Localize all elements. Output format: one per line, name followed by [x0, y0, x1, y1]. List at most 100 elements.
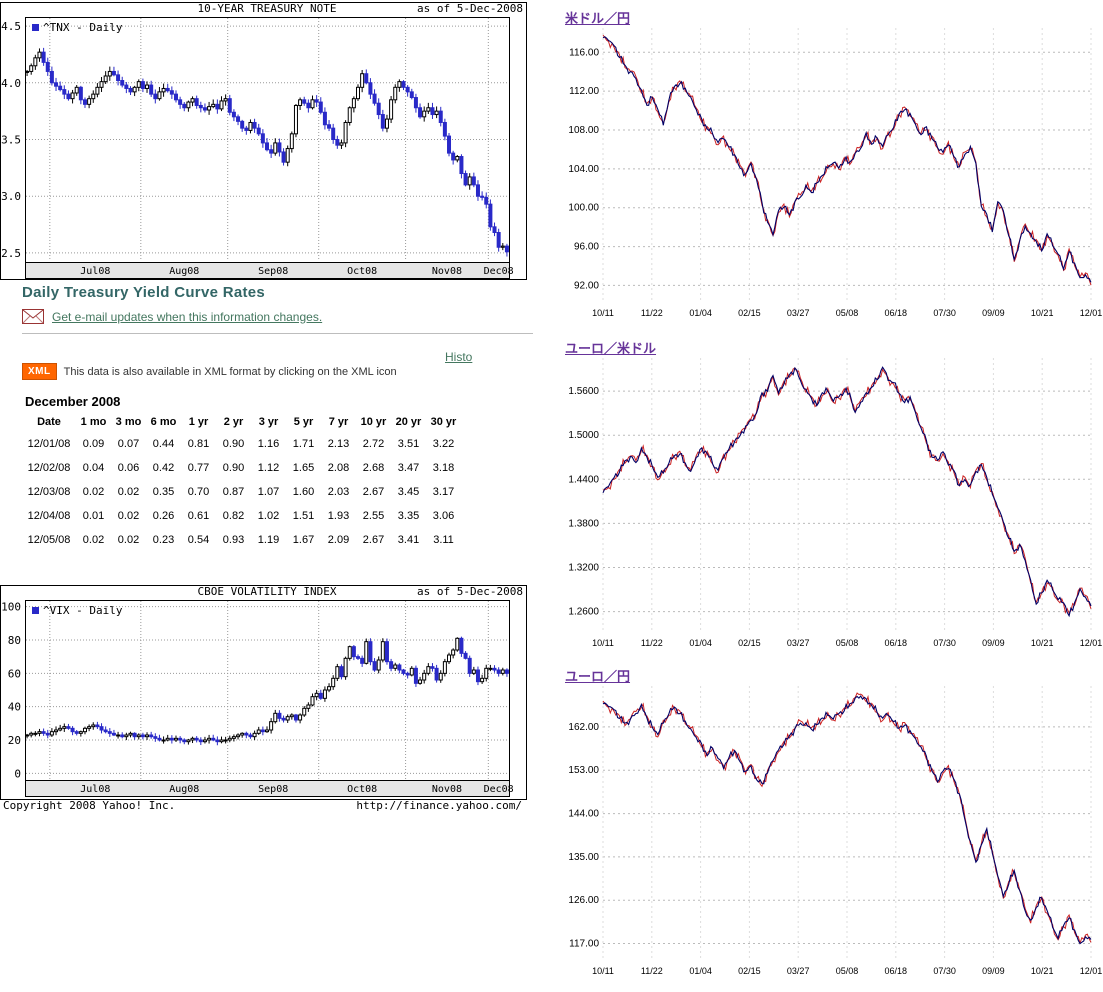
svg-text:4.5: 4.5: [1, 20, 21, 33]
yield-cell: 12/03/08: [27, 486, 71, 498]
yield-cell: 1.51: [292, 510, 315, 522]
yield-cell: 3.41: [397, 534, 420, 546]
yield-cell: 0.90: [222, 462, 245, 474]
xml-icon[interactable]: XML: [22, 363, 57, 380]
yield-cell: 2.55: [362, 510, 385, 522]
svg-text:116.00: 116.00: [569, 47, 599, 58]
yield-cell: 1.67: [292, 534, 315, 546]
yield-cell: 0.93: [222, 534, 245, 546]
svg-text:Dec08: Dec08: [484, 266, 514, 277]
svg-text:3.0: 3.0: [1, 190, 21, 203]
svg-text:06/18: 06/18: [885, 966, 908, 976]
svg-text:05/08: 05/08: [836, 966, 859, 976]
xml-description: This data is also available in XML forma…: [63, 365, 397, 378]
svg-text:153.00: 153.00: [568, 765, 599, 776]
yield-cell: 0.02: [117, 486, 140, 498]
yield-cell: 12/04/08: [27, 510, 71, 522]
svg-text:Sep08: Sep08: [258, 266, 288, 277]
email-updates-link[interactable]: Get e-mail updates when this information…: [52, 309, 323, 324]
table-row: 12/05/08 0.02 0.02 0.23 0.54 0.93 1.19 1.67 2.09…: [22, 528, 461, 552]
svg-text:12/01: 12/01: [1080, 966, 1103, 976]
svg-text:Aug08: Aug08: [169, 784, 199, 795]
yield-cell: 3.18: [432, 462, 455, 474]
svg-text:05/08: 05/08: [836, 308, 859, 318]
svg-text:Sep08: Sep08: [258, 784, 288, 795]
svg-text:Jul08: Jul08: [80, 784, 110, 795]
yield-cell: 2.72: [362, 438, 385, 450]
email-icon[interactable]: [22, 309, 44, 324]
svg-text:162.00: 162.00: [568, 722, 599, 733]
svg-text:02/15: 02/15: [738, 966, 761, 976]
yield-cell: 1.60: [292, 486, 315, 498]
yield-cell: 0.90: [222, 438, 245, 450]
yield-col-header: Date: [37, 416, 61, 428]
svg-text:100: 100: [1, 601, 21, 614]
svg-text:12/01: 12/01: [1080, 638, 1103, 648]
historical-data-link[interactable]: Histo: [445, 350, 473, 364]
eurusd-title-link[interactable]: ユーロ／米ドル: [565, 342, 657, 357]
svg-text:05/08: 05/08: [836, 638, 859, 648]
svg-text:as of 5-Dec-2008: as of 5-Dec-2008: [417, 2, 523, 15]
svg-text:135.00: 135.00: [568, 852, 599, 863]
yield-cell: 1.65: [292, 462, 315, 474]
svg-text:10/21: 10/21: [1031, 308, 1054, 318]
yield-curve-table: Date 1 mo 3 mo 6 mo 1 yr 2 yr 3 yr 5 yr 7 yr 10 y…: [22, 412, 461, 552]
svg-text:03/27: 03/27: [787, 308, 810, 318]
svg-text:CBOE VOLATILITY INDEX: CBOE VOLATILITY INDEX: [197, 585, 336, 598]
svg-text:01/04: 01/04: [689, 308, 712, 318]
yield-cell: 0.06: [117, 462, 140, 474]
svg-text:1.2600: 1.2600: [568, 607, 599, 618]
yield-cell: 0.35: [152, 486, 175, 498]
yield-cell: 3.06: [432, 510, 455, 522]
yield-col-header: 2 yr: [223, 416, 244, 428]
yield-col-header: 1 yr: [188, 416, 209, 428]
yield-cell: 0.02: [82, 486, 105, 498]
yield-cell: 0.61: [187, 510, 210, 522]
yield-cell: 0.02: [82, 534, 105, 546]
svg-text:10/11: 10/11: [592, 638, 614, 648]
svg-text:108.00: 108.00: [568, 125, 599, 136]
svg-text:11/22: 11/22: [641, 308, 663, 318]
svg-text:Oct08: Oct08: [347, 266, 377, 277]
yield-col-header: 20 yr: [395, 416, 422, 428]
month-label: December 2008: [25, 394, 121, 409]
yahoo-url: http://finance.yahoo.com/: [356, 799, 522, 812]
svg-text:09/09: 09/09: [982, 966, 1005, 976]
svg-text:03/27: 03/27: [787, 638, 810, 648]
vix-candlestick-chart: CBOE VOLATILITY INDEX as of 5-Dec-2008 100…: [0, 585, 527, 800]
eurjpy-title-link[interactable]: ユーロ／円: [565, 670, 631, 685]
svg-text:06/18: 06/18: [885, 308, 908, 318]
svg-text:12/01: 12/01: [1080, 308, 1103, 318]
yield-cell: 0.07: [117, 438, 140, 450]
svg-text:1.5600: 1.5600: [568, 386, 599, 397]
usdjpy-title-link[interactable]: 米ドル／円: [565, 12, 631, 27]
yield-cell: 3.51: [397, 438, 420, 450]
svg-text:03/27: 03/27: [787, 966, 810, 976]
eurjpy-chart-block: ユーロ／円 162.00 153.00 144.00 135.00 126.00 117.…: [555, 662, 1103, 992]
svg-text:Oct08: Oct08: [347, 784, 377, 795]
yield-cell: 0.82: [222, 510, 245, 522]
svg-text:104.00: 104.00: [568, 164, 599, 175]
yield-cell: 1.02: [257, 510, 280, 522]
yield-cell: 2.13: [327, 438, 350, 450]
yield-cell: 0.77: [187, 462, 210, 474]
svg-text:Aug08: Aug08: [169, 266, 199, 277]
svg-text:112.00: 112.00: [569, 86, 599, 97]
yield-col-header: 3 yr: [258, 416, 279, 428]
table-row: 12/02/08 0.04 0.06 0.42 0.77 0.90 1.12 1.65 2.08…: [22, 456, 461, 480]
yield-cell: 1.07: [257, 486, 280, 498]
eurusd-line-chart: 1.5600 1.5000 1.4400 1.3800 1.3200 1.2600 10/1…: [568, 358, 1103, 648]
yield-col-header: 30 yr: [430, 416, 457, 428]
svg-text:126.00: 126.00: [568, 895, 599, 906]
svg-text:1.3200: 1.3200: [568, 563, 599, 574]
yield-cell: 12/05/08: [27, 534, 71, 546]
svg-text:11/22: 11/22: [641, 638, 663, 648]
svg-text:Nov08: Nov08: [432, 784, 462, 795]
svg-text:80: 80: [8, 634, 21, 647]
email-updates-row: Get e-mail updates when this information…: [22, 309, 322, 324]
svg-text:01/04: 01/04: [689, 638, 712, 648]
svg-text:100.00: 100.00: [568, 203, 599, 214]
svg-text:60: 60: [8, 667, 21, 680]
yield-cell: 2.09: [327, 534, 350, 546]
svg-text:1.5000: 1.5000: [568, 430, 599, 441]
